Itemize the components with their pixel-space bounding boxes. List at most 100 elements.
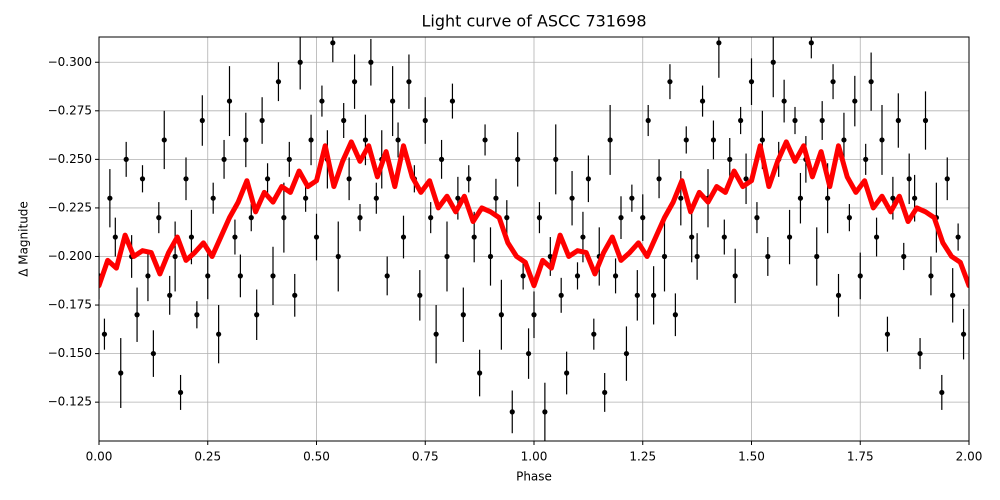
data-point xyxy=(477,370,483,376)
data-point xyxy=(852,98,858,104)
data-point xyxy=(651,292,657,298)
data-point xyxy=(944,176,950,182)
data-point xyxy=(738,117,744,124)
y-tick-label: −0.300 xyxy=(48,55,92,69)
data-point xyxy=(857,273,863,279)
data-point xyxy=(629,195,635,201)
y-tick-label: −0.225 xyxy=(48,200,92,214)
y-tick-label: −0.125 xyxy=(48,395,92,409)
data-point xyxy=(264,176,271,182)
data-point xyxy=(330,40,336,46)
data-point xyxy=(270,273,276,279)
x-tick-label: 2.00 xyxy=(956,450,983,464)
data-point xyxy=(498,312,504,318)
data-point xyxy=(748,79,755,85)
data-point xyxy=(433,331,439,337)
data-point xyxy=(640,215,646,221)
ticks: 0.00 0.25 0.50 0.75 1.00 1.25 1.50 1.75 2.00 −0.3… xyxy=(48,55,983,464)
data-point xyxy=(873,234,880,240)
data-point xyxy=(281,215,287,221)
data-point xyxy=(286,156,292,162)
data-point xyxy=(542,409,548,415)
data-point xyxy=(618,215,624,221)
data-point xyxy=(172,253,178,260)
data-point xyxy=(232,234,238,240)
data-point xyxy=(960,331,967,337)
data-point xyxy=(797,195,804,201)
x-axis-label: Phase xyxy=(516,470,552,484)
data-point xyxy=(210,195,216,201)
data-point xyxy=(710,137,717,143)
data-point xyxy=(928,273,934,279)
data-point xyxy=(237,273,243,279)
x-tick-label: 0.75 xyxy=(412,450,439,464)
data-point xyxy=(863,156,869,162)
data-point xyxy=(390,98,396,104)
data-point xyxy=(487,253,494,260)
y-tick-label: −0.250 xyxy=(48,152,92,166)
data-point xyxy=(156,215,162,221)
data-point xyxy=(297,59,303,65)
data-point xyxy=(591,331,597,337)
data-point xyxy=(226,98,233,104)
data-point xyxy=(248,215,254,221)
data-point xyxy=(825,195,831,201)
data-point xyxy=(460,312,466,318)
data-point xyxy=(112,234,118,240)
data-point xyxy=(313,234,320,240)
data-point xyxy=(509,409,515,415)
y-tick-label: −0.275 xyxy=(48,103,92,117)
data-point xyxy=(362,137,369,143)
chart-title: Light curve of ASCC 731698 xyxy=(421,12,646,31)
data-point xyxy=(645,117,651,124)
data-point xyxy=(667,79,673,85)
data-point xyxy=(950,292,956,298)
data-point xyxy=(417,292,423,298)
data-point xyxy=(922,117,929,124)
data-point xyxy=(602,389,608,396)
data-point xyxy=(406,79,412,85)
data-point xyxy=(564,370,570,376)
data-point xyxy=(384,273,390,279)
x-tick-label: 1.25 xyxy=(629,450,656,464)
data-point xyxy=(553,156,559,162)
data-point xyxy=(580,234,586,240)
data-point xyxy=(846,215,852,221)
data-point xyxy=(444,253,450,260)
x-tick-label: 1.50 xyxy=(738,450,765,464)
x-tick-label: 0.00 xyxy=(86,450,113,464)
data-point xyxy=(612,273,619,279)
data-point xyxy=(884,331,891,337)
data-point xyxy=(400,234,407,240)
data-point xyxy=(732,273,738,279)
data-point xyxy=(428,215,434,221)
data-point xyxy=(471,234,477,240)
data-point xyxy=(727,156,733,162)
data-point xyxy=(683,137,689,143)
data-point xyxy=(814,253,820,260)
data-point xyxy=(188,234,195,240)
x-tick-label: 1.75 xyxy=(847,450,874,464)
x-tick-label: 0.50 xyxy=(303,450,330,464)
data-point xyxy=(835,292,842,298)
data-point xyxy=(368,59,374,65)
data-point xyxy=(373,195,379,201)
data-point xyxy=(906,176,912,182)
data-point xyxy=(689,234,695,240)
data-point xyxy=(199,117,205,124)
data-point xyxy=(765,253,771,260)
data-point xyxy=(759,137,765,143)
data-point xyxy=(221,156,227,162)
data-point xyxy=(868,79,874,85)
data-point xyxy=(183,176,189,182)
data-point xyxy=(118,370,124,376)
data-point xyxy=(661,253,668,260)
data-point xyxy=(634,292,640,298)
data-point xyxy=(504,215,510,221)
data-point xyxy=(574,273,581,279)
data-point xyxy=(123,156,129,162)
data-point xyxy=(177,389,184,396)
data-point xyxy=(449,98,456,104)
data-point xyxy=(493,195,499,201)
data-point xyxy=(901,253,907,260)
